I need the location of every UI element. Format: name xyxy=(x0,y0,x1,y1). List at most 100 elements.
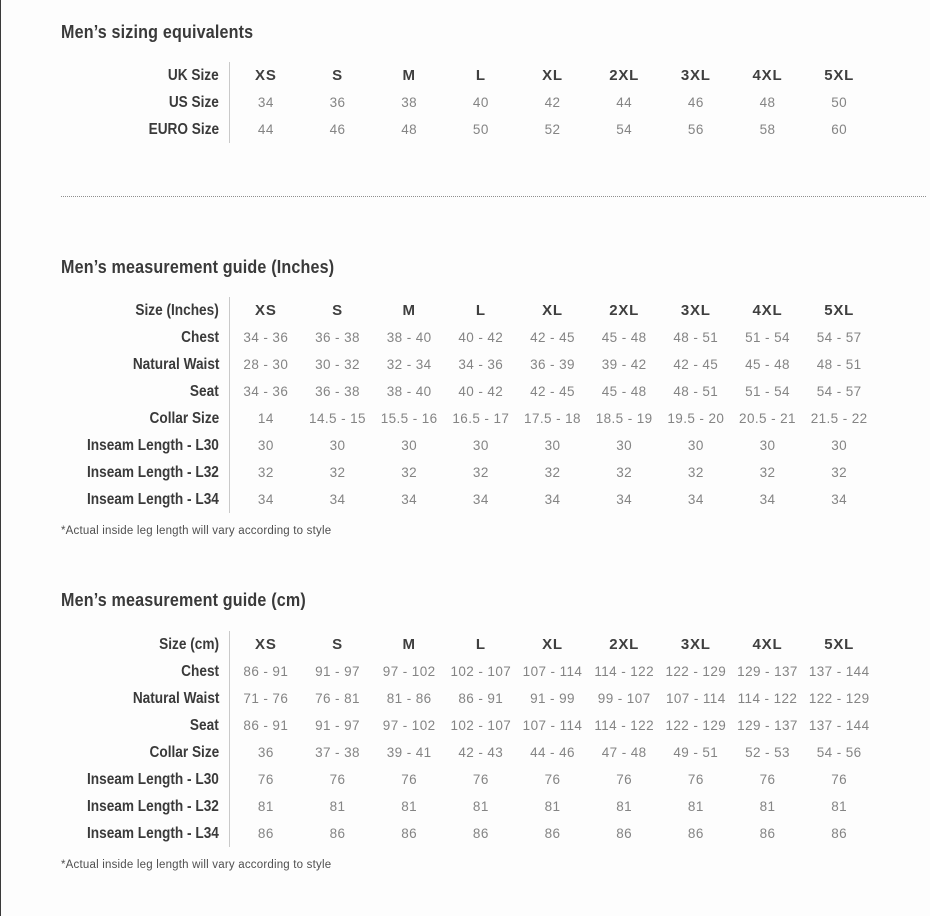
row-label: EURO Size xyxy=(61,116,230,143)
size-value-cell: 81 - 86 xyxy=(386,691,432,706)
size-column-header: 4XL xyxy=(752,67,783,84)
table-row: Inseam Length - L30 76 76 76 76 76 76 76… xyxy=(61,766,875,793)
size-value-cell: 46 xyxy=(329,122,346,137)
size-column-header: XS xyxy=(255,302,277,319)
size-value-cell: 122 - 129 xyxy=(665,718,727,733)
size-value-cell: 51 - 54 xyxy=(745,384,790,399)
size-value-cell: 36 xyxy=(329,95,346,110)
size-value-cell: 34 xyxy=(544,492,561,507)
size-value-cell: 86 xyxy=(687,826,704,841)
row-label-text: Inseam Length - L32 xyxy=(87,797,219,815)
row-label: Inseam Length - L30 xyxy=(61,766,230,793)
size-value-cell: 76 xyxy=(687,772,704,787)
size-value-cell: 34 - 36 xyxy=(243,330,289,345)
size-value-cell: 40 xyxy=(472,95,489,110)
measurement-guide-inches-section: Men’s measurement guide (Inches) Size (I… xyxy=(1,256,930,538)
size-value-cell: 58 xyxy=(759,122,776,137)
size-value-cell: 76 xyxy=(401,772,418,787)
size-value-cell: 102 - 107 xyxy=(450,664,512,679)
size-value-cell: 129 - 137 xyxy=(737,664,798,679)
size-value-cell: 107 - 114 xyxy=(522,718,583,733)
size-column-header: 3XL xyxy=(680,302,711,319)
header-label-text: Size (Inches) xyxy=(135,301,219,319)
size-column-header: XS xyxy=(255,67,277,84)
row-label: Collar Size xyxy=(61,405,230,432)
section-title-text: Men’s sizing equivalents xyxy=(61,21,254,42)
table-row: Natural Waist 71 - 76 76 - 81 81 - 86 86… xyxy=(61,685,875,712)
size-value-cell: 36 xyxy=(257,745,274,760)
size-value-cell: 30 xyxy=(687,438,704,453)
size-header-row: UK Size XS S M L XL 2XL xyxy=(61,62,875,89)
row-label-text: Seat xyxy=(190,382,219,400)
table-row: Inseam Length - L30 30 30 30 30 30 30 30… xyxy=(61,432,875,459)
size-column-header: L xyxy=(475,636,486,653)
measurement-guide-cm-section: Men’s measurement guide (cm) Size (cm) X… xyxy=(1,589,930,872)
footnote: *Actual inside leg length will vary acco… xyxy=(61,859,332,871)
size-value-cell: 34 xyxy=(257,95,274,110)
size-value-cell: 30 xyxy=(329,438,346,453)
size-value-cell: 76 xyxy=(257,772,274,787)
size-header-row: Size (Inches) XS S M L XL 2XL xyxy=(61,297,875,324)
size-column-header: S xyxy=(332,67,343,84)
size-value-cell: 86 xyxy=(472,826,489,841)
size-value-cell: 76 xyxy=(759,772,776,787)
size-value-cell: 42 - 43 xyxy=(458,745,504,760)
size-value-cell: 54 - 57 xyxy=(816,330,862,345)
size-value-cell: 91 - 99 xyxy=(530,691,575,706)
sizing-equivalents-table: UK Size XS S M L XL 2XL xyxy=(61,62,875,143)
size-value-cell: 42 - 45 xyxy=(673,357,719,372)
footnote: *Actual inside leg length will vary acco… xyxy=(61,525,332,537)
size-value-cell: 81 xyxy=(759,799,776,814)
size-value-cell: 50 xyxy=(831,95,848,110)
size-value-cell: 32 xyxy=(687,465,704,480)
size-column-header: 5XL xyxy=(824,302,855,319)
header-label: UK Size xyxy=(61,62,230,89)
table-row: Chest 34 - 36 36 - 38 38 - 40 40 - 42 42… xyxy=(61,324,875,351)
size-value-cell: 30 xyxy=(616,438,633,453)
table-row: Collar Size 36 37 - 38 39 - 41 42 - 43 4… xyxy=(61,739,875,766)
size-column-header: 4XL xyxy=(752,302,783,319)
section-title: Men’s measurement guide (cm) xyxy=(61,589,930,611)
size-column-header: 5XL xyxy=(824,67,855,84)
table-row: Inseam Length - L34 86 86 86 86 86 86 86… xyxy=(61,820,875,847)
size-value-cell: 76 - 81 xyxy=(315,691,360,706)
size-value-cell: 40 - 42 xyxy=(458,384,504,399)
row-label-text: Natural Waist xyxy=(132,689,219,707)
section-title-text: Men’s measurement guide (Inches) xyxy=(61,256,335,277)
row-label: Natural Waist xyxy=(61,685,230,712)
size-value-cell: 102 - 107 xyxy=(450,718,512,733)
row-label-text: EURO Size xyxy=(148,120,219,138)
size-value-cell: 81 xyxy=(616,799,633,814)
dotted-divider xyxy=(61,196,926,197)
row-label: Inseam Length - L34 xyxy=(61,820,230,847)
row-label: US Size xyxy=(61,89,230,116)
size-value-cell: 52 xyxy=(544,122,561,137)
size-value-cell: 44 - 46 xyxy=(530,745,575,760)
size-value-cell: 91 - 97 xyxy=(315,664,360,679)
table-row: Seat 86 - 91 91 - 97 97 - 102 102 - 107 … xyxy=(61,712,875,739)
row-label-text: Collar Size xyxy=(149,409,219,427)
size-value-cell: 48 - 51 xyxy=(816,357,862,372)
size-value-cell: 86 - 91 xyxy=(458,691,504,706)
row-label: Collar Size xyxy=(61,739,230,766)
row-label-text: Inseam Length - L30 xyxy=(87,436,219,454)
row-label: Seat xyxy=(61,712,230,739)
size-value-cell: 34 xyxy=(472,492,489,507)
size-value-cell: 42 - 45 xyxy=(530,330,575,345)
size-value-cell: 71 - 76 xyxy=(243,691,289,706)
table-row: Collar Size 14 14.5 - 15 15.5 - 16 16.5 … xyxy=(61,405,875,432)
size-value-cell: 50 xyxy=(472,122,489,137)
size-value-cell: 32 xyxy=(257,465,274,480)
size-value-cell: 81 xyxy=(687,799,704,814)
row-label: Inseam Length - L34 xyxy=(61,486,230,513)
size-value-cell: 36 - 39 xyxy=(530,357,575,372)
size-value-cell: 76 xyxy=(616,772,633,787)
size-column-header: 4XL xyxy=(752,636,783,653)
size-value-cell: 32 xyxy=(401,465,418,480)
header-label: Size (cm) xyxy=(61,631,230,658)
size-value-cell: 81 xyxy=(401,799,418,814)
size-value-cell: 114 - 122 xyxy=(737,691,798,706)
size-value-cell: 34 - 36 xyxy=(243,384,289,399)
size-value-cell: 38 - 40 xyxy=(386,384,432,399)
